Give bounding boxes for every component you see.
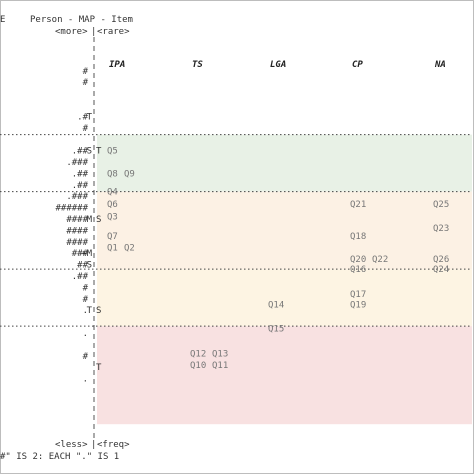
item-label: Q13 [212, 350, 228, 360]
item-label: Q8 [107, 169, 118, 179]
person-marks: .# [77, 112, 88, 122]
axis-mark-person: T [87, 112, 93, 122]
item-label: Q9 [124, 169, 135, 179]
footnote: #" IS 2: EACH "." IS 1 [0, 452, 119, 462]
person-marks: .## [72, 147, 89, 157]
column-header-layer: IPA TS LGA CP NA [109, 60, 446, 70]
item-label: Q10 [190, 361, 206, 371]
column-header: NA [434, 60, 446, 70]
person-marks: #### [66, 215, 88, 225]
item-label: Q24 [433, 265, 449, 275]
header-left-cut: E [0, 15, 5, 25]
person-marks: . [83, 306, 88, 316]
column-header: LGA [270, 60, 286, 70]
item-label: Q2 [124, 244, 135, 254]
score-band [97, 269, 472, 327]
person-marks: # [83, 78, 89, 88]
item-label: Q5 [107, 147, 118, 157]
axis-mark-item: T [96, 363, 102, 373]
person-marks: ###### [55, 204, 88, 214]
person-marks: #### [66, 226, 88, 236]
axis-bottom-left-label: <less> [55, 440, 88, 450]
item-label: Q20 [350, 255, 366, 265]
item-label: Q18 [350, 232, 366, 242]
person-marks: .### [66, 192, 88, 202]
item-label: Q17 [350, 290, 366, 300]
person-marks: # [83, 124, 89, 134]
person-marks: # [83, 295, 89, 305]
axis-mark-person: M [87, 215, 93, 225]
chart-title: Person - MAP - Item [30, 15, 133, 25]
item-label: Q16 [350, 265, 366, 275]
item-label: Q15 [268, 324, 284, 334]
item-label: Q22 [372, 255, 388, 265]
item-label: Q4 [107, 188, 118, 198]
axis-top-left-label: <more> [55, 27, 88, 37]
person-marks: .### [66, 158, 88, 168]
item-label: Q1 [107, 244, 118, 254]
column-header: CP [352, 60, 363, 70]
item-label: Q26 [433, 255, 449, 265]
person-marks: . [83, 375, 88, 385]
axis-bottom-separator: | [91, 440, 96, 450]
axis-top-right-label: <rare> [97, 27, 130, 37]
item-label: Q14 [268, 301, 284, 311]
column-header: IPA [109, 60, 125, 70]
axis-mark-person: S [87, 147, 92, 157]
score-band [97, 326, 472, 425]
item-label: Q21 [350, 200, 366, 210]
person-marks: ### [72, 249, 89, 259]
person-marks: # [83, 283, 89, 293]
score-band [97, 134, 472, 192]
axis-mark-item: S [96, 306, 101, 316]
person-marks: .## [72, 169, 89, 179]
axis-bottom-right-label: <freq> [97, 440, 130, 450]
axis-mark-person: +M [81, 249, 92, 259]
band-layer [97, 134, 472, 425]
axis-mark-person: S [87, 261, 92, 271]
person-marks: .## [72, 181, 89, 191]
item-label: Q11 [212, 361, 228, 371]
axis-layer: E Person - MAP - Item <more> | <rare> <l… [0, 15, 133, 462]
person-marks: #### [66, 238, 88, 248]
person-marks: ## [77, 261, 88, 271]
person-marks: # [83, 67, 89, 77]
axis-mark-item: T [96, 147, 102, 157]
item-label: Q12 [190, 350, 206, 360]
person-marks: . [83, 329, 88, 339]
item-label: Q7 [107, 232, 118, 242]
item-label: Q19 [350, 301, 366, 311]
person-marks: .## [72, 272, 89, 282]
column-header: TS [192, 60, 203, 70]
item-label: Q6 [107, 200, 118, 210]
axis-mark-item: S [96, 215, 101, 225]
axis-top-separator: | [91, 27, 96, 37]
axis-mark-person: T [87, 306, 93, 316]
item-labels: Q5 Q8 Q9 Q4 Q6 Q3 Q7 Q1 Q2 Q12 Q13 Q10 Q11 Q14 Q15 Q21 Q… [107, 147, 449, 371]
item-label: Q23 [433, 224, 449, 234]
person-distribution: ##.##.##.###.##.##.#####################… [55, 67, 88, 385]
person-marks: # [83, 352, 89, 362]
dotted-line-layer [0, 134, 472, 327]
item-label: Q3 [107, 213, 118, 223]
item-label: Q25 [433, 200, 449, 210]
score-band [97, 191, 472, 270]
